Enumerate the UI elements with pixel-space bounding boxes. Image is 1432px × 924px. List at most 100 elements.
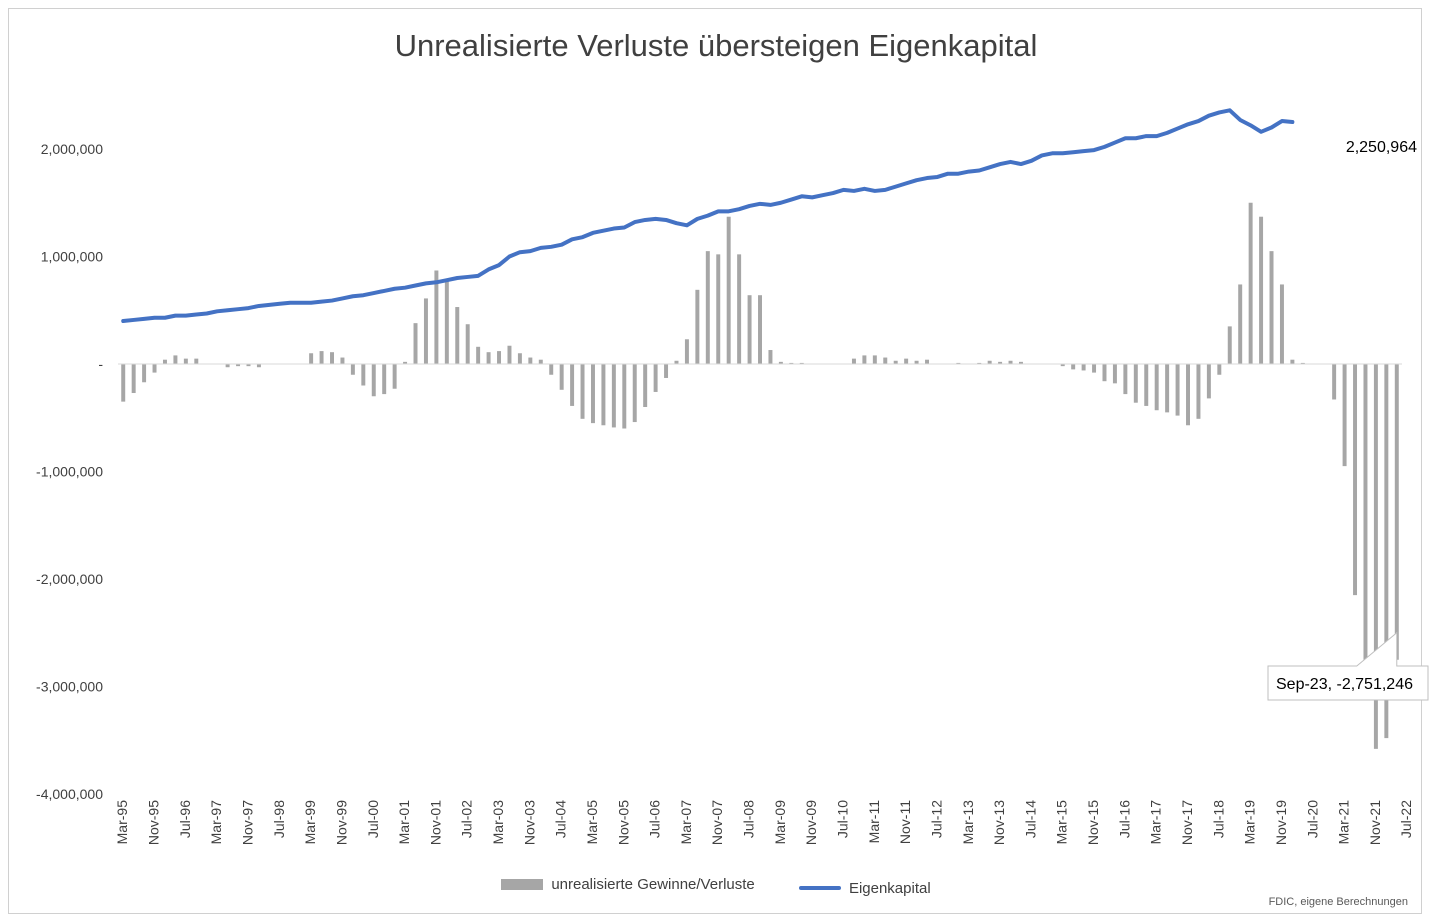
x-tick-label: Mar-17 [1148,800,1164,845]
bar-unrealized [632,364,637,423]
bar-unrealized [674,360,679,364]
bar-unrealized [1227,326,1232,365]
x-tick-label: Nov-99 [333,800,349,845]
bar-unrealized [183,358,188,365]
bar-unrealized [695,289,700,364]
x-tick-label: Jul-20 [1304,800,1320,838]
bar-unrealized [256,364,261,368]
x-tick-label: Nov-15 [1085,800,1101,845]
y-tick-label: -2,000,000 [36,571,103,587]
legend-label-bars: unrealisierte Gewinne/Verluste [551,876,755,893]
bar-unrealized [1071,364,1076,370]
y-tick-label: 1,000,000 [41,249,103,265]
x-tick-label: Mar-05 [584,800,600,845]
bar-unrealized [601,364,606,426]
bar-unrealized [173,355,178,364]
bar-unrealized [121,364,126,402]
chart-title: Unrealisierte Verluste übersteigen Eigen… [394,28,1038,63]
bar-unrealized [590,364,595,424]
bar-unrealized [142,364,147,383]
x-tick-label: Jul-06 [647,800,663,838]
bar-unrealized [705,251,710,365]
x-tick-label: Nov-17 [1179,800,1195,845]
bar-unrealized [1279,284,1284,364]
x-tick-label: Mar-97 [208,800,224,845]
source-note: FDIC, eigene Berechnungen [1268,896,1408,908]
bar-unrealized [549,364,554,375]
bar-unrealized [455,307,460,364]
x-tick-label: Mar-15 [1054,800,1070,845]
bar-unrealized [1206,364,1211,399]
bar-unrealized [893,360,898,364]
bar-unrealized [1373,364,1378,749]
y-tick-label: - [98,356,103,372]
bar-unrealized [162,359,167,364]
bar-unrealized [653,364,658,392]
line-eigenkapital [121,108,1295,323]
bar-unrealized [538,359,543,364]
bar-unrealized [413,323,418,364]
bar-unrealized [371,364,376,397]
x-tick-label: Jul-04 [553,800,569,838]
bar-unrealized [1248,202,1253,364]
bar-unrealized [476,346,481,364]
bar-unrealized [528,357,533,364]
x-tick-label: Jul-10 [835,800,851,838]
x-tick-label: Jul-12 [928,800,944,838]
bar-unrealized [444,281,449,364]
bar-unrealized [664,364,669,378]
bar-unrealized [330,352,334,364]
x-tick-label: Mar-01 [396,800,412,845]
bar-unrealized [789,362,794,364]
bar-unrealized [956,362,961,364]
bar-unrealized [684,339,689,364]
x-tick-label: Mar-19 [1242,800,1258,845]
y-tick-label: -3,000,000 [36,679,103,695]
bar-unrealized [747,295,752,364]
bar-unrealized [643,364,648,407]
bar-unrealized [862,355,867,364]
bar-unrealized [1259,216,1264,364]
bar-unrealized [486,352,491,364]
x-tick-label: Mar-11 [866,800,882,844]
bar-unrealized [1092,364,1097,373]
bar-unrealized [904,358,909,365]
bar-unrealized [580,364,585,419]
bar-unrealized [1196,364,1201,419]
legend-item-bars: unrealisierte Gewinne/Verluste [501,876,755,893]
x-tick-label: Mar-07 [678,800,694,845]
bar-unrealized [1186,364,1190,426]
bar-unrealized [1018,361,1023,364]
bar-unrealized [622,364,627,429]
bar-unrealized [987,360,992,364]
bar-unrealized [1154,364,1159,411]
x-tick-label: Mar-09 [772,800,788,845]
x-tick-label: Nov-95 [146,800,162,845]
x-tick-label: Nov-13 [991,800,1007,845]
bar-unrealized [998,361,1003,364]
x-tick-label: Jul-18 [1210,800,1226,838]
x-tick-label: Jul-14 [1022,800,1038,838]
chart-legend: unrealisierte Gewinne/Verluste Eigenkapi… [0,876,1432,897]
x-tick-label: Nov-09 [803,800,819,845]
bar-unrealized [768,350,773,364]
x-tick-label: Nov-19 [1273,800,1289,845]
bar-unrealized [246,364,251,367]
bar-unrealized [977,362,982,364]
bar-unrealized [1217,364,1222,375]
y-tick-label: -4,000,000 [36,786,103,802]
bar-unrealized [726,216,731,364]
bar-unrealized [194,358,199,365]
x-tick-label: Nov-97 [239,800,255,845]
x-tick-label: Nov-21 [1367,800,1383,845]
bar-unrealized [914,360,919,364]
bar-unrealized [361,364,366,386]
bar-unrealized [517,353,522,364]
bar-data-label: Sep-23, -2,751,246 [1276,676,1413,693]
bar-unrealized [1363,364,1368,698]
bar-unrealized [851,358,856,365]
legend-line-swatch [798,886,841,890]
x-tick-label: Mar-13 [960,800,976,845]
bar-unrealized [340,357,345,364]
